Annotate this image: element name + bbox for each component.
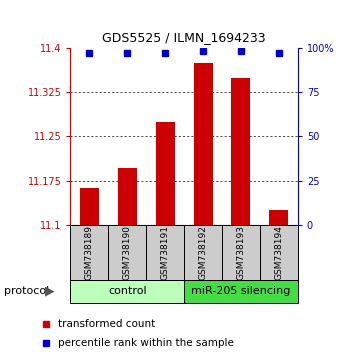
Bar xyxy=(222,225,260,280)
Text: GSM738192: GSM738192 xyxy=(199,225,208,280)
Text: GSM738189: GSM738189 xyxy=(85,225,94,280)
Text: transformed count: transformed count xyxy=(58,319,156,329)
Bar xyxy=(156,121,175,225)
Bar xyxy=(108,225,146,280)
Bar xyxy=(184,280,298,303)
Text: percentile rank within the sample: percentile rank within the sample xyxy=(58,338,234,348)
Text: GSM738191: GSM738191 xyxy=(161,225,170,280)
Bar xyxy=(260,225,298,280)
Bar xyxy=(231,79,251,225)
Title: GDS5525 / ILMN_1694233: GDS5525 / ILMN_1694233 xyxy=(102,31,266,44)
Bar xyxy=(70,225,108,280)
Bar xyxy=(70,280,184,303)
Bar xyxy=(184,225,222,280)
Text: GSM738190: GSM738190 xyxy=(123,225,132,280)
Bar xyxy=(118,167,137,225)
Text: GSM738193: GSM738193 xyxy=(236,225,245,280)
Text: miR-205 silencing: miR-205 silencing xyxy=(191,286,291,296)
Bar xyxy=(146,225,184,280)
Text: control: control xyxy=(108,286,147,296)
Bar xyxy=(80,188,99,225)
Bar xyxy=(193,63,213,225)
Text: GSM738194: GSM738194 xyxy=(274,225,283,280)
Text: protocol: protocol xyxy=(4,286,49,296)
Text: ▶: ▶ xyxy=(45,285,55,298)
Bar xyxy=(269,210,288,225)
